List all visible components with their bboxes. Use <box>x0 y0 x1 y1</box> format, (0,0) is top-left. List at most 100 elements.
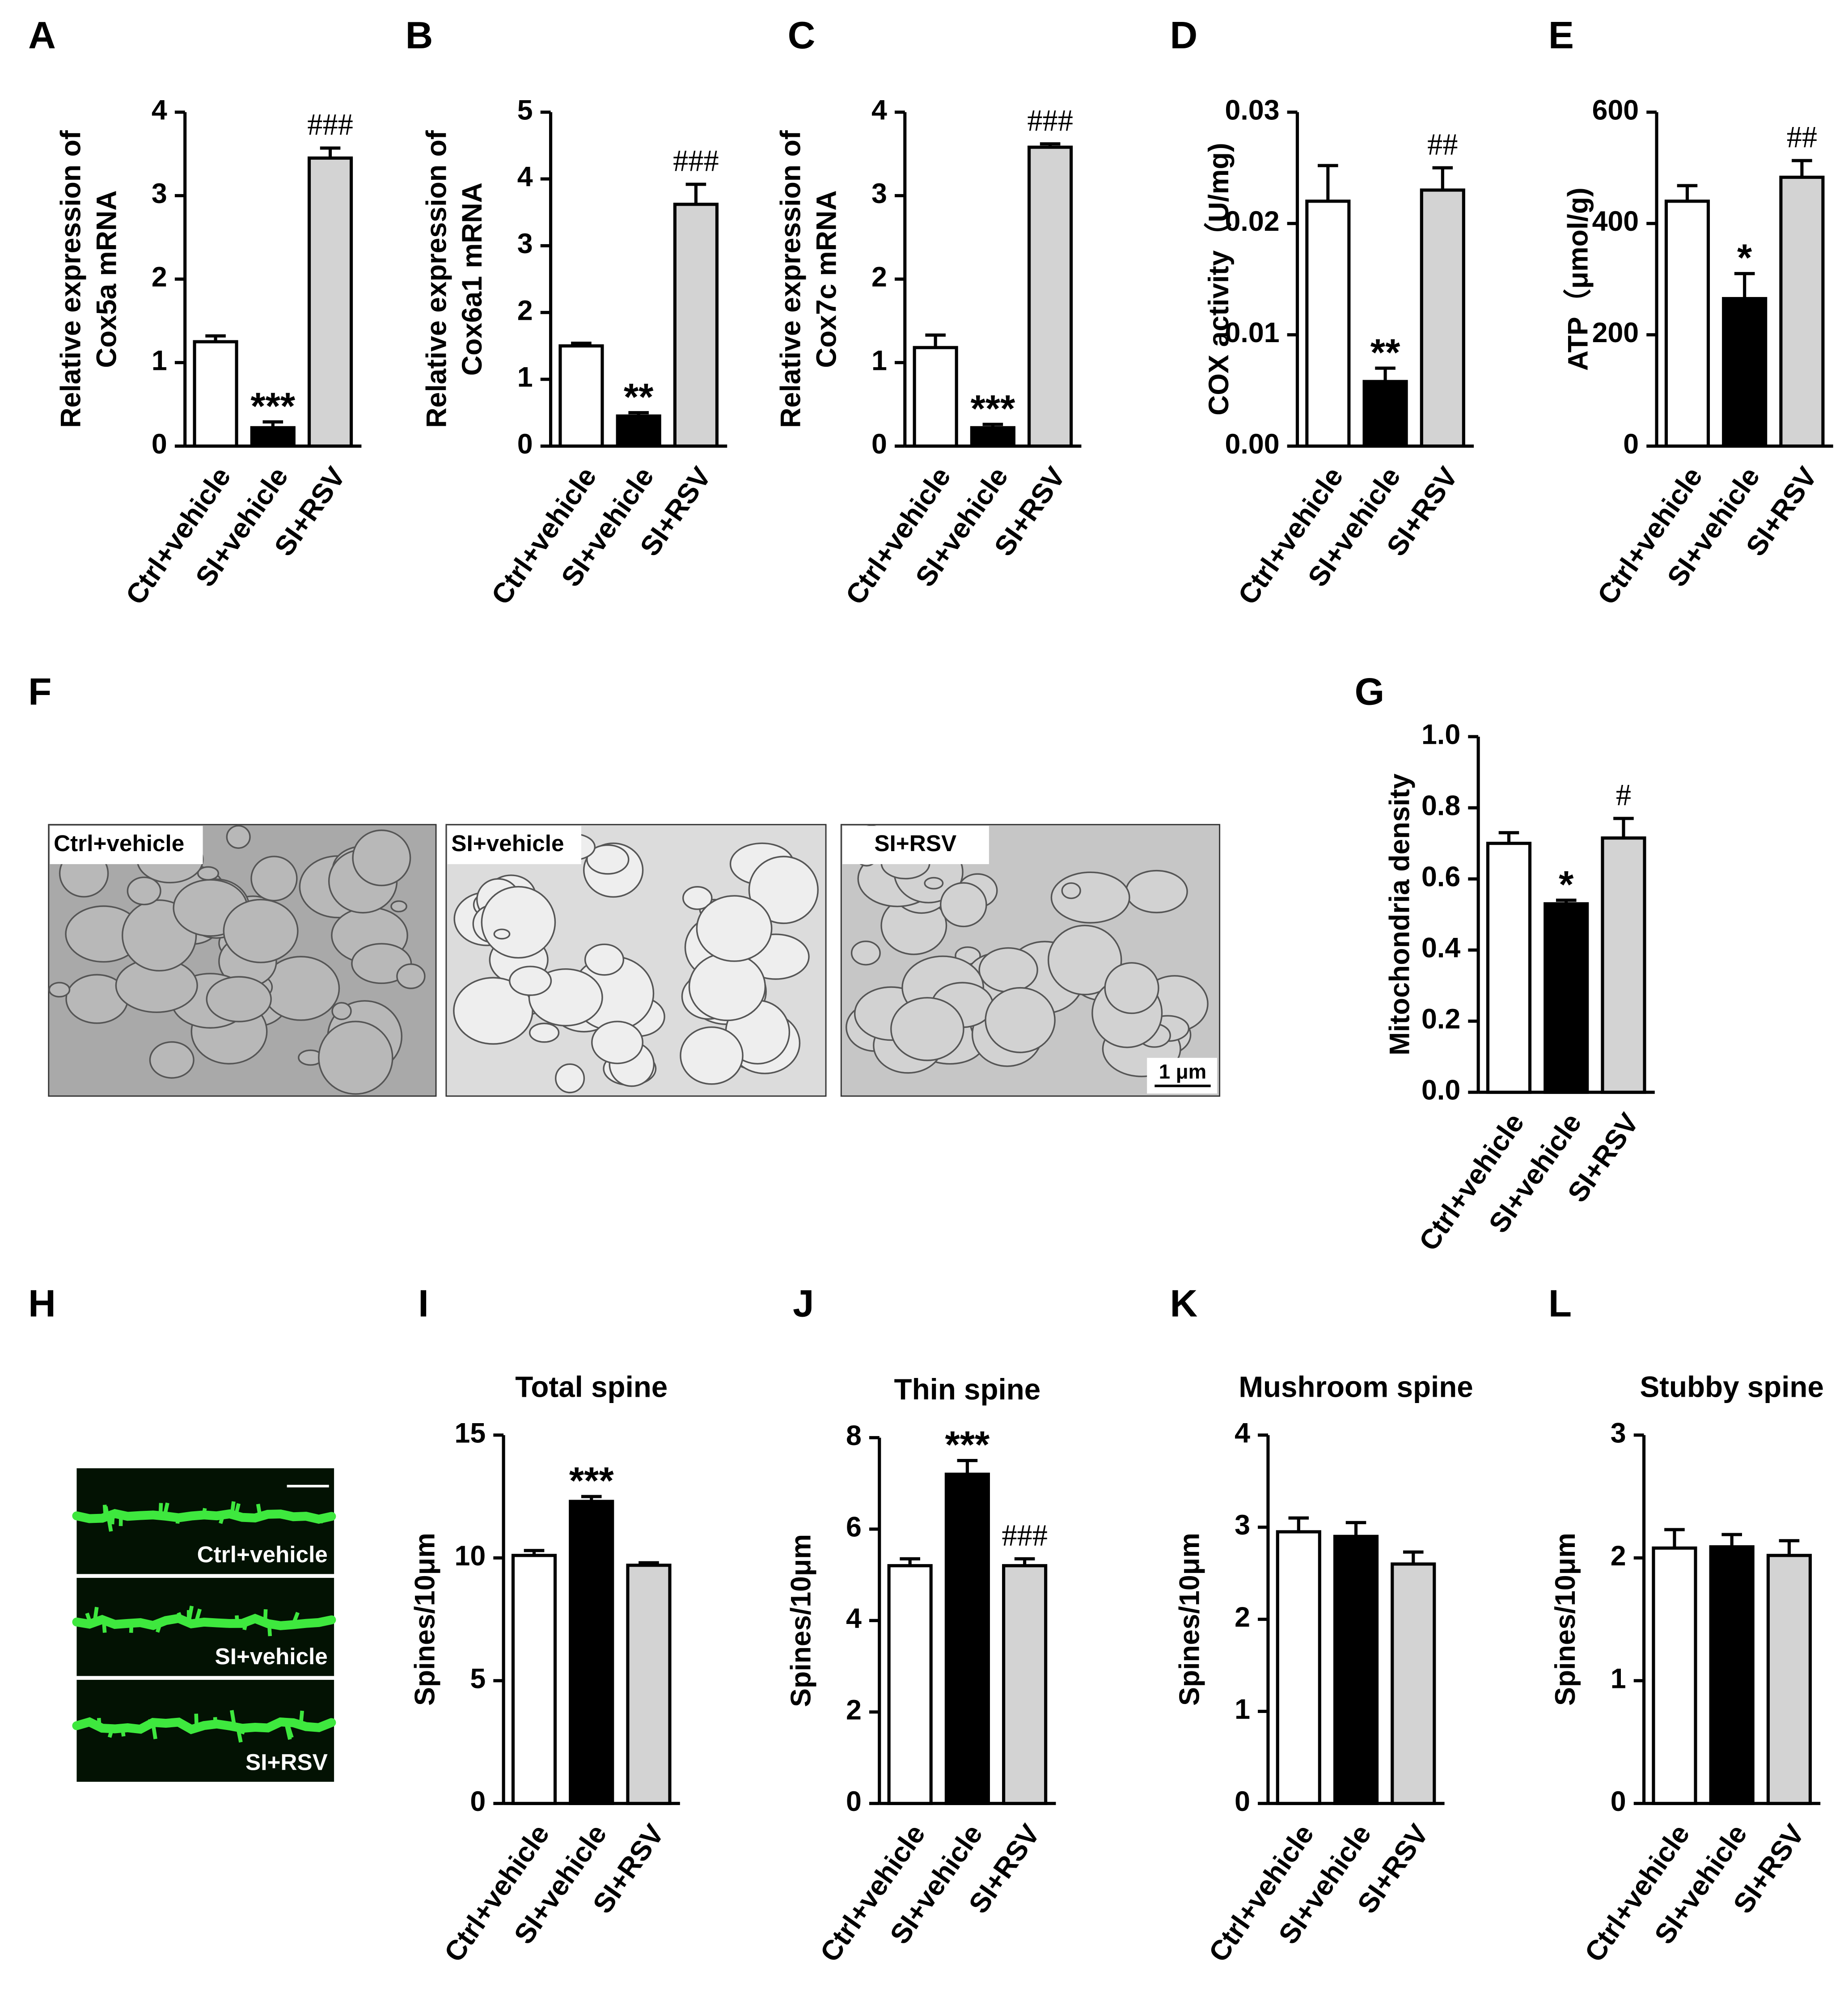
error-bar <box>1403 1550 1424 1564</box>
significance-label: * <box>1737 237 1752 280</box>
image-label-box <box>842 826 989 865</box>
image-label: SI+vehicle <box>451 831 564 856</box>
significance-label: ### <box>673 144 719 178</box>
y-tick-label: 2 <box>846 1694 862 1725</box>
organelle <box>688 952 766 1022</box>
panel-label: K <box>1170 1283 1197 1325</box>
spine <box>242 1621 248 1631</box>
spine <box>233 1503 241 1517</box>
image-label: SI+RSV <box>874 831 956 856</box>
organelle <box>396 963 426 989</box>
error-bar <box>925 333 946 348</box>
y-tick-label: 1 <box>152 345 167 376</box>
bar <box>307 156 353 448</box>
spine <box>151 1725 157 1739</box>
bar <box>511 1554 557 1805</box>
organelle <box>978 947 1038 993</box>
error-bar <box>571 341 592 346</box>
bar <box>569 1500 614 1805</box>
organelle <box>680 1026 744 1085</box>
significance-label: *** <box>945 1424 990 1467</box>
bar <box>616 414 661 448</box>
panel-label: E <box>1548 14 1574 57</box>
y-tick-label: 0 <box>470 1786 486 1817</box>
error-bar <box>524 1549 545 1556</box>
significance-label: ### <box>1027 103 1073 137</box>
organelle <box>493 928 511 940</box>
bar <box>193 340 238 448</box>
significance-label: *** <box>569 1460 614 1502</box>
y-tick-label: 0.8 <box>1421 790 1460 822</box>
y-axis-label: ATP（μmol/g) <box>1563 187 1594 371</box>
organelle <box>939 882 987 928</box>
image-label: Ctrl+vehicle <box>54 831 184 856</box>
bar <box>1544 902 1589 1094</box>
spine <box>177 1612 184 1623</box>
y-tick-label: 4 <box>152 94 167 126</box>
bar <box>913 346 958 448</box>
dendrite-image: SI+RSV <box>72 1679 336 1782</box>
y-axis-label: Spines/10μm <box>410 1533 441 1706</box>
y-tick-label: 5 <box>470 1663 486 1694</box>
organelle <box>1050 871 1130 924</box>
y-axis-label: Relative expression of <box>775 130 807 428</box>
bar <box>1486 842 1532 1094</box>
bar <box>970 426 1015 448</box>
significance-label: *** <box>970 388 1015 430</box>
y-axis-label: Relative expression of <box>421 130 452 428</box>
significance-label: ** <box>624 376 654 419</box>
y-tick-label: 600 <box>1592 94 1639 126</box>
organelle <box>509 966 552 996</box>
bar <box>1766 1554 1812 1805</box>
y-tick-label: 0.03 <box>1225 94 1280 126</box>
organelle <box>223 899 299 963</box>
y-tick-label: 0 <box>1623 428 1639 460</box>
organelle <box>250 856 298 902</box>
chart-title: Total spine <box>515 1370 668 1403</box>
error-bar <box>262 420 283 428</box>
error-bar <box>957 1459 978 1475</box>
spine <box>106 1515 113 1532</box>
spine <box>110 1516 115 1525</box>
spine <box>229 1501 236 1516</box>
bar <box>1362 380 1408 448</box>
organelle <box>149 1041 195 1079</box>
error-bar <box>1664 1528 1685 1548</box>
error-bar <box>1498 831 1519 844</box>
spine <box>201 1508 207 1517</box>
spine <box>240 1725 247 1735</box>
panel-label: H <box>28 1283 56 1325</box>
bar <box>1305 199 1351 448</box>
y-tick-label: 0 <box>846 1786 862 1817</box>
bar <box>1601 836 1646 1094</box>
bar <box>1420 188 1465 448</box>
organelle <box>529 1022 560 1043</box>
error-bar <box>628 411 649 416</box>
y-axis-label: Cox6a1 mRNA <box>457 182 488 376</box>
spine <box>85 1612 92 1623</box>
bar <box>1779 175 1825 448</box>
panel-label: F <box>28 671 51 713</box>
spine <box>194 1713 199 1726</box>
y-tick-label: 0.02 <box>1225 206 1280 237</box>
significance-label: *** <box>250 385 296 428</box>
y-axis-label: Cox7c mRNA <box>811 191 842 368</box>
y-tick-label: 0.01 <box>1225 317 1280 348</box>
y-tick-label: 3 <box>152 178 167 209</box>
bar <box>558 344 604 448</box>
y-axis-label: Spines/10μm <box>785 1534 816 1707</box>
significance-label: ** <box>1370 331 1400 374</box>
y-axis-label: Cox5a mRNA <box>91 191 122 368</box>
spine <box>148 1719 152 1726</box>
organelle <box>48 982 71 998</box>
error-bar <box>900 1557 920 1566</box>
micrograph: SI+RSV <box>840 824 1221 1097</box>
spine <box>120 1725 126 1737</box>
error-bar <box>982 423 1003 428</box>
organelle <box>1061 882 1081 899</box>
bar <box>1652 1546 1697 1805</box>
error-bar <box>1432 166 1453 190</box>
organelle <box>555 1063 585 1094</box>
y-tick-label: 4 <box>846 1603 862 1634</box>
organelle <box>985 987 1056 1053</box>
